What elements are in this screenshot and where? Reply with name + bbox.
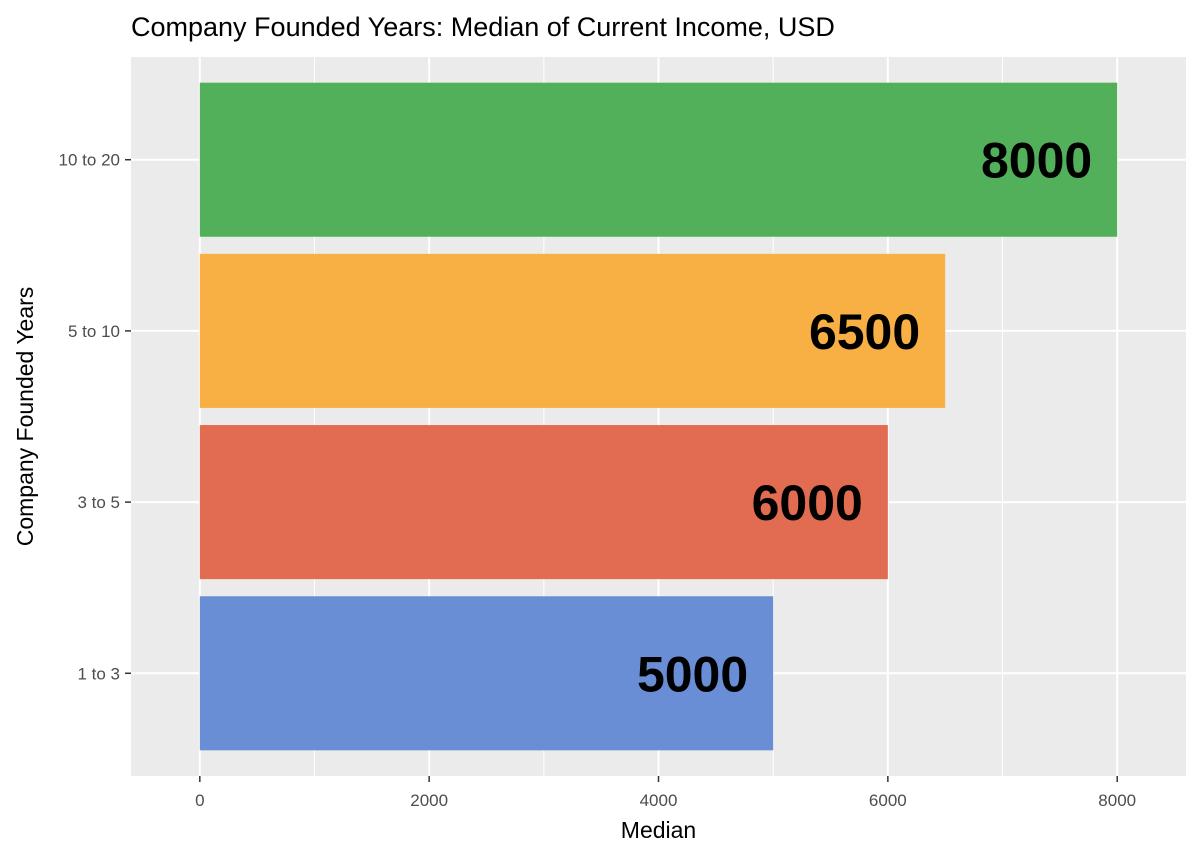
bar-value-label: 8000 bbox=[981, 133, 1092, 189]
bar-value-label: 5000 bbox=[637, 646, 748, 702]
bar-labels: 5000 6000 6500 8000 bbox=[637, 133, 1092, 703]
bar-1-to-3 bbox=[199, 596, 774, 751]
bars bbox=[199, 82, 1118, 751]
x-tick-label: 0 bbox=[195, 791, 204, 810]
y-tick-label: 5 to 10 bbox=[68, 322, 120, 341]
y-axis-title: Company Founded Years bbox=[12, 287, 38, 547]
x-tick-label: 2000 bbox=[410, 791, 448, 810]
x-axis: 0 2000 4000 6000 8000 bbox=[195, 776, 1136, 810]
bar-10-to-20 bbox=[199, 82, 1118, 237]
y-axis: 1 to 3 3 to 5 5 to 10 10 to 20 bbox=[59, 151, 131, 683]
y-tick-label: 10 to 20 bbox=[59, 151, 120, 170]
chart-title: Company Founded Years: Median of Current… bbox=[131, 12, 835, 42]
y-tick-label: 1 to 3 bbox=[77, 664, 120, 683]
x-tick-label: 8000 bbox=[1098, 791, 1136, 810]
y-tick-label: 3 to 5 bbox=[77, 493, 120, 512]
x-tick-label: 6000 bbox=[869, 791, 907, 810]
bar-value-label: 6500 bbox=[809, 304, 920, 360]
bar-5-to-10 bbox=[199, 253, 946, 408]
x-tick-label: 4000 bbox=[640, 791, 678, 810]
bar-value-label: 6000 bbox=[752, 475, 863, 531]
x-axis-title: Median bbox=[621, 817, 696, 843]
bar-3-to-5 bbox=[199, 425, 888, 580]
